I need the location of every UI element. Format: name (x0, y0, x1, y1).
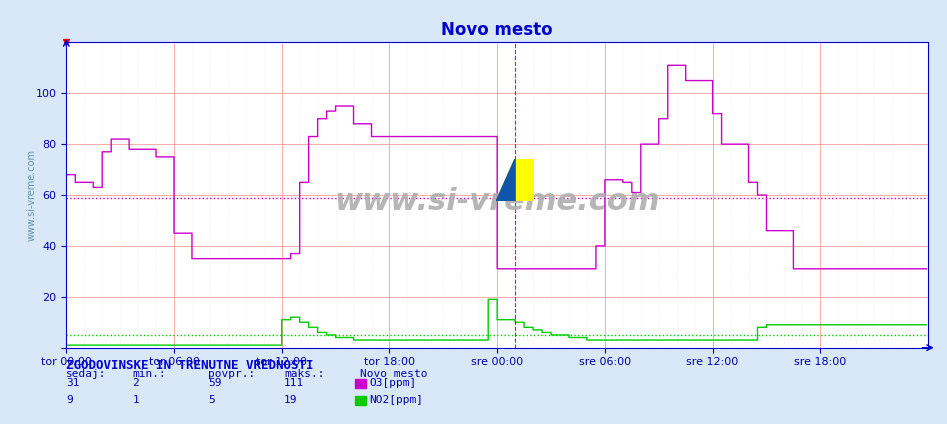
Text: 19: 19 (284, 395, 297, 405)
Text: ZGODOVINSKE IN TRENUTNE VREDNOSTI: ZGODOVINSKE IN TRENUTNE VREDNOSTI (66, 359, 313, 372)
Text: sedaj:: sedaj: (66, 369, 107, 379)
Title: Novo mesto: Novo mesto (441, 22, 553, 39)
Text: 9: 9 (66, 395, 73, 405)
Text: NO2[ppm]: NO2[ppm] (369, 395, 423, 405)
Text: 111: 111 (284, 378, 304, 388)
Text: maks.:: maks.: (284, 369, 325, 379)
Text: www.si-vreme.com: www.si-vreme.com (334, 187, 660, 216)
Polygon shape (496, 159, 515, 201)
Text: 2: 2 (133, 378, 139, 388)
Text: 59: 59 (208, 378, 222, 388)
Text: min.:: min.: (133, 369, 167, 379)
Text: povpr.:: povpr.: (208, 369, 256, 379)
Text: 5: 5 (208, 395, 215, 405)
Text: Novo mesto: Novo mesto (360, 369, 427, 379)
Text: www.si-vreme.com: www.si-vreme.com (27, 149, 37, 241)
Text: O3[ppm]: O3[ppm] (369, 378, 417, 388)
Text: 1: 1 (133, 395, 139, 405)
Polygon shape (496, 159, 534, 201)
Text: 31: 31 (66, 378, 80, 388)
